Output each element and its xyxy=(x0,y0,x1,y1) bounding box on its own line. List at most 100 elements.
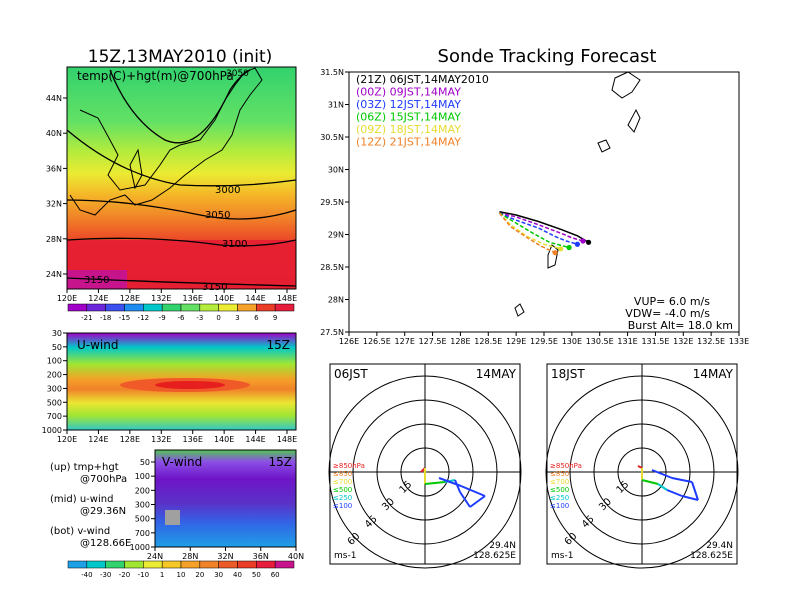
vwind-cbar-label: 40 xyxy=(233,571,242,579)
track-legend-item-0: (21Z) 06JST,14MAY2010 xyxy=(356,73,489,86)
track-x-label: 130.5E xyxy=(586,337,614,346)
hodograph-segment xyxy=(691,481,699,501)
track-line-4 xyxy=(498,212,561,250)
vwind-y-label: 700 xyxy=(135,529,150,538)
track-end-1 xyxy=(580,238,586,244)
track-x-label: 132E xyxy=(673,337,693,346)
polar-level-label: ≤250 xyxy=(550,494,569,502)
hodograph-segment xyxy=(459,491,471,508)
vwind-x-label: 32N xyxy=(217,552,233,561)
vwind-y-label: 500 xyxy=(135,515,150,524)
vwind-cbar-swatch xyxy=(124,560,144,569)
vwind-cbar-swatch xyxy=(105,560,125,569)
uwind-title: U-wind xyxy=(77,338,118,352)
track-series xyxy=(498,211,592,256)
hodograph-segment xyxy=(438,477,462,487)
contour-label-3150a: 3150 xyxy=(84,275,109,286)
track-x-label: 129E xyxy=(506,337,526,346)
uwind-x-label: 148E xyxy=(277,435,297,444)
polar-level-label: ≥850hPa xyxy=(550,462,582,470)
note-up-1: (up) tmp+hgt xyxy=(50,462,119,473)
vwind-x-label: 36N xyxy=(253,552,269,561)
uwind-y-label: 700 xyxy=(47,412,62,421)
island-a xyxy=(611,71,641,99)
vwind-cbar-swatch xyxy=(180,560,201,569)
contour-label-3000: 3000 xyxy=(215,185,240,196)
hodograph-segment xyxy=(637,465,643,469)
vwind-y-label: 100 xyxy=(135,472,150,481)
vwind-cbar-label: 20 xyxy=(195,571,204,579)
polar-unit: ms-1 xyxy=(334,551,356,561)
uwind-y-label: 500 xyxy=(47,398,62,407)
hodograph-segment xyxy=(641,479,659,485)
polar-date-label: 14MAY xyxy=(476,367,517,381)
contour-label-3100: 3100 xyxy=(222,239,247,250)
vwind-cbar-label: 50 xyxy=(252,571,261,579)
track-x-label: 129.5E xyxy=(530,337,558,346)
track-x-label: 131E xyxy=(617,337,637,346)
polar-level-label: ≤100 xyxy=(550,502,569,510)
map700-cbar-swatch xyxy=(67,303,88,312)
vwind-cbar-label: 10 xyxy=(177,571,186,579)
map700-cbar-label: 3 xyxy=(235,314,239,322)
vwind-y-label: 50 xyxy=(140,458,150,467)
map700-cbar-swatch xyxy=(161,303,182,312)
map700-cbar-label: 9 xyxy=(273,314,277,322)
track-panel: 31.5N 31N 30.5N 30N 29.5N 29N 28.5N 28N 27.5N 12… xyxy=(320,68,749,346)
map700-x-label: 124E xyxy=(88,294,108,303)
contour-label-top: 3050 xyxy=(226,69,249,79)
vwind-time: 15Z xyxy=(269,455,293,469)
track-end-3 xyxy=(566,244,572,251)
vwind-y-label: 200 xyxy=(135,486,150,495)
vwind-x-label: 24N xyxy=(147,552,163,561)
track-y-label: 31.5N xyxy=(320,68,344,77)
track-line-1 xyxy=(499,212,584,242)
map700-cbar-swatch xyxy=(105,303,125,312)
vwind-cbar-label: 60 xyxy=(271,571,280,579)
map700-cbar-swatch xyxy=(86,303,106,312)
polar-lon: 128.625E xyxy=(473,551,516,561)
uwind-y-label: 50 xyxy=(52,343,62,352)
map700-frame xyxy=(66,66,297,290)
polar-lat: 29.4N xyxy=(489,541,516,551)
map700-cbar-swatch xyxy=(274,303,295,312)
map700-x-label: 144E xyxy=(245,294,265,303)
track-x-label: 133E xyxy=(729,337,749,346)
uwind-y-label: 300 xyxy=(47,384,62,393)
map700-x-label: 128E xyxy=(120,294,140,303)
track-y-label: 30.5N xyxy=(320,133,344,142)
track-end-4 xyxy=(558,246,564,252)
vwind-cbar-label: -40 xyxy=(81,571,92,579)
map700-cbar-label: -12 xyxy=(138,314,149,322)
map700-title: temp(C)+hgt(m)@700hPa xyxy=(77,69,234,83)
track-y-label: 29.5N xyxy=(320,198,344,207)
vwind-cbar-swatch xyxy=(218,560,238,569)
map700-cbar-swatch xyxy=(124,303,144,312)
hodograph-segment xyxy=(681,495,699,501)
note-mid-2: @29.36N xyxy=(80,506,126,517)
param-vdw: VDW= -4.0 m/s xyxy=(625,307,710,320)
map700-x-label: 140E xyxy=(214,294,234,303)
map700-y-label: 40N xyxy=(46,129,62,138)
uwind-x-label: 144E xyxy=(245,435,265,444)
vwind-y-label: 1000 xyxy=(130,543,150,552)
track-y-axis: 31.5N 31N 30.5N 30N 29.5N 29N 28.5N 28N 27.5N xyxy=(320,68,349,337)
polar-level-label: ≤100 xyxy=(333,502,352,510)
contour-label-3150b: 3150 xyxy=(202,282,227,293)
track-end-2 xyxy=(574,241,581,247)
polar-time-label: 06JST xyxy=(334,367,368,381)
hodograph-segment xyxy=(454,479,461,493)
track-line-2 xyxy=(499,212,578,245)
polar-level-label: ≤500 xyxy=(550,486,569,494)
vwind-colorbar: -40 -30 -20 -10 1 10 20 30 40 50 60 xyxy=(67,560,295,579)
uwind-y-axis: 30 50 100 200 300 500 700 1000 xyxy=(42,329,67,435)
track-line-0 xyxy=(499,211,589,243)
vwind-field xyxy=(155,450,296,547)
polar-time-label: 18JST xyxy=(551,367,585,381)
contour-label-3050: 3050 xyxy=(205,210,230,221)
map700-x-label: 132E xyxy=(151,294,171,303)
map700-cbar-label: 0 xyxy=(216,314,220,322)
map700-y-label: 28N xyxy=(46,235,62,244)
map700-x-label: 148E xyxy=(277,294,297,303)
